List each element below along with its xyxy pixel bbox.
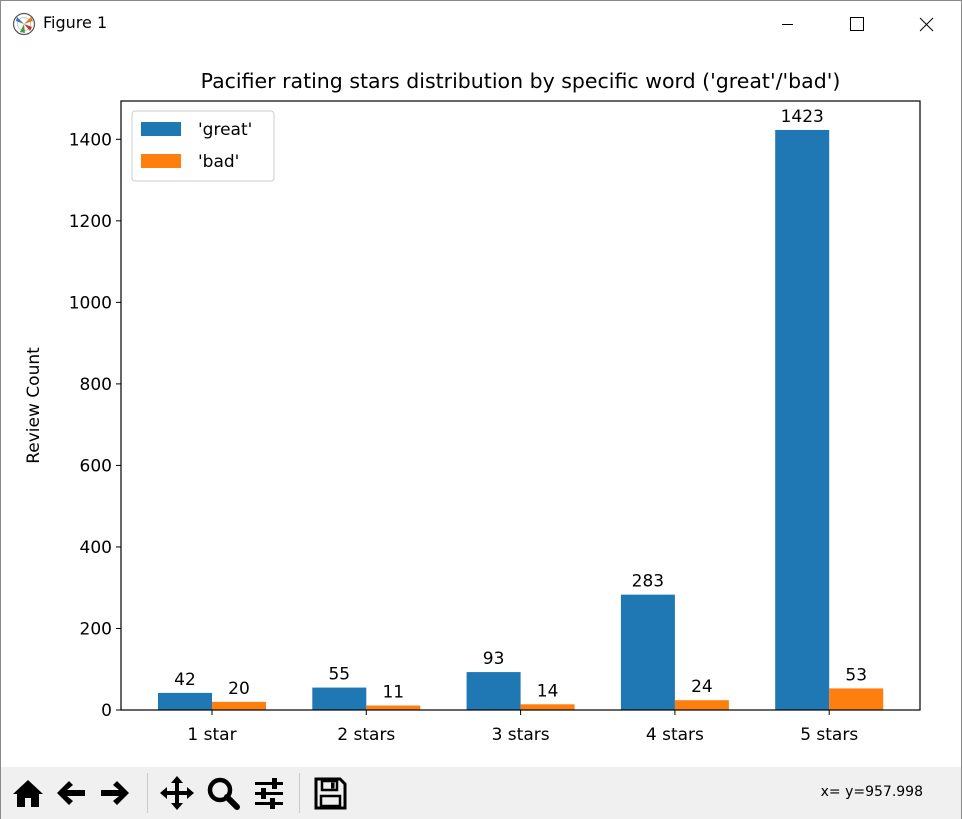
- bar-great: [466, 672, 521, 710]
- bar-value-label: 11: [382, 683, 404, 703]
- bar-great: [620, 594, 675, 710]
- toolbar-separator: [147, 773, 148, 813]
- x-tick-label: 2 stars: [337, 725, 395, 745]
- maximize-button[interactable]: [822, 1, 892, 47]
- matplotlib-icon: [12, 12, 36, 36]
- bar-chart: Pacifier rating stars distribution by sp…: [24, 69, 921, 745]
- bar-bad: [212, 701, 266, 710]
- bar-value-label: 20: [228, 679, 250, 699]
- zoom-button[interactable]: [203, 773, 243, 813]
- bar-value-label: 24: [691, 677, 713, 697]
- bar-value-label: 55: [328, 665, 350, 685]
- bar-bad: [829, 688, 884, 710]
- close-icon: [919, 17, 934, 32]
- chart-title: Pacifier rating stars distribution by sp…: [201, 69, 841, 93]
- subplots-config-icon: [255, 778, 283, 809]
- x-tick-label: 1 star: [187, 725, 236, 745]
- bar-value-label: 14: [537, 681, 559, 701]
- x-tick-label: 4 stars: [646, 725, 704, 745]
- bar-value-label: 283: [632, 572, 664, 592]
- window-title: Figure 1: [43, 13, 108, 32]
- x-tick-label: 3 stars: [492, 725, 550, 745]
- figure-canvas[interactable]: Pacifier rating stars distribution by sp…: [1, 47, 961, 767]
- zoom-icon: [207, 777, 240, 810]
- navigation-toolbar: x= y=957.998: [1, 767, 961, 819]
- bar-bad: [520, 704, 575, 710]
- toolbar-separator: [299, 773, 300, 813]
- axes-frame: [120, 100, 921, 711]
- forward-button[interactable]: [95, 773, 135, 813]
- y-tick-label: 600: [80, 456, 112, 476]
- minimize-button[interactable]: [752, 1, 822, 47]
- bar-value-label: 53: [845, 665, 867, 685]
- y-tick-label: 400: [80, 538, 112, 558]
- bar-value-label: 1423: [781, 107, 824, 127]
- cursor-coordinates: x= y=957.998: [820, 784, 923, 800]
- y-axis-label: Review Count: [24, 347, 44, 464]
- bar-great: [312, 687, 367, 710]
- save-button[interactable]: [310, 773, 350, 813]
- home-button[interactable]: [8, 773, 48, 813]
- y-tick-label: 800: [80, 375, 112, 395]
- forward-arrow-icon: [101, 781, 129, 805]
- configure-subplots-button[interactable]: [249, 773, 289, 813]
- legend-swatch: [141, 122, 181, 136]
- bar-bad: [674, 700, 729, 710]
- save-icon: [314, 777, 347, 810]
- bar-great: [775, 129, 830, 710]
- back-arrow-icon: [57, 781, 85, 805]
- legend-swatch: [141, 154, 181, 168]
- bar-value-label: 93: [483, 649, 505, 669]
- legend-label: 'bad': [198, 152, 239, 172]
- x-tick-label: 5 stars: [800, 725, 858, 745]
- bar-value-label: 42: [174, 670, 196, 690]
- y-tick-label: 1000: [69, 293, 112, 313]
- pan-icon: [160, 776, 194, 810]
- y-tick-label: 0: [101, 701, 112, 721]
- pan-button[interactable]: [157, 773, 197, 813]
- legend-label: 'great': [198, 120, 252, 140]
- y-tick-label: 1200: [69, 212, 112, 232]
- title-bar[interactable]: Figure 1: [1, 1, 961, 47]
- back-button[interactable]: [51, 773, 91, 813]
- y-tick-label: 200: [80, 619, 112, 639]
- maximize-icon: [850, 17, 864, 31]
- close-button[interactable]: [892, 1, 962, 47]
- y-tick-label: 1400: [69, 130, 112, 150]
- minimize-icon: [782, 24, 793, 25]
- bar-great: [158, 692, 212, 710]
- home-icon: [13, 780, 43, 807]
- bar-bad: [366, 705, 421, 710]
